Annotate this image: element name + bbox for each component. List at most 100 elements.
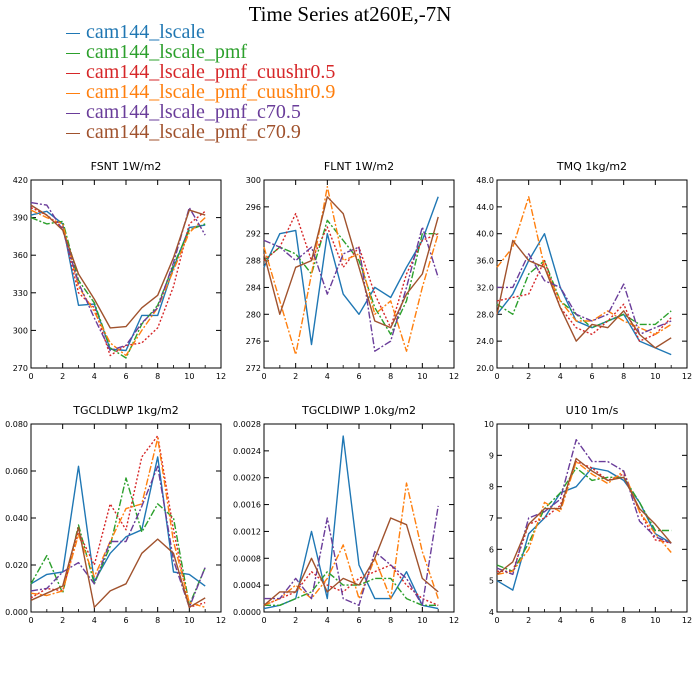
x-tick-label: 8 (621, 372, 626, 381)
series-line (496, 467, 672, 572)
series-line (30, 456, 206, 587)
y-tick-label: 0.0028 (233, 420, 261, 429)
y-tick-label: 28.0 (476, 310, 494, 319)
series-line (496, 232, 672, 356)
x-tick-label: 2 (293, 616, 298, 625)
y-tick-label: 270 (13, 364, 28, 373)
legend-swatch (66, 132, 80, 134)
y-tick-label: 4 (489, 608, 494, 617)
series-line (30, 201, 206, 352)
y-tick-label: 10 (484, 420, 494, 429)
x-tick-label: 6 (356, 616, 361, 625)
y-tick-label: 9 (489, 451, 494, 460)
series-line (496, 467, 672, 591)
x-tick-label: 6 (589, 616, 594, 625)
plot-frame (263, 179, 455, 369)
x-tick-label: 6 (123, 616, 128, 625)
series-line (497, 253, 672, 336)
x-tick-label: 12 (682, 616, 692, 625)
x-tick-label: 10 (184, 616, 194, 625)
series-line (30, 435, 206, 608)
y-tick-label: 0.020 (5, 561, 28, 570)
series-line (30, 209, 206, 357)
panel-title: U10 1m/s (566, 404, 619, 417)
legend-item-cam144-lscale-pmf: cam144_lscale_pmf (66, 42, 335, 62)
x-tick-label: 6 (589, 372, 594, 381)
y-tick-label: 300 (13, 326, 28, 335)
x-tick-label: 2 (60, 372, 65, 381)
y-tick-label: 5 (489, 577, 494, 586)
series-line (263, 482, 439, 606)
legend-item-c70-9: cam144_lscale_pmf_c70.9 (66, 122, 335, 142)
series-line (496, 239, 672, 349)
y-tick-label: 300 (246, 176, 261, 185)
y-tick-label: 0.0000 (233, 608, 261, 617)
series-line (263, 219, 439, 336)
x-tick-label: 2 (526, 616, 531, 625)
y-tick-label: 292 (246, 230, 261, 239)
x-tick-label: 4 (92, 616, 97, 625)
series-line (496, 196, 672, 336)
y-tick-label: 24.0 (476, 337, 494, 346)
legend: cam144_lscale cam144_lscale_pmf cam144_l… (66, 22, 335, 142)
y-tick-label: 40.0 (476, 230, 494, 239)
x-tick-label: 0 (494, 372, 499, 381)
x-tick-label: 4 (325, 372, 330, 381)
y-tick-label: 288 (246, 257, 261, 266)
plot-frame (30, 179, 222, 369)
y-tick-label: 0.0012 (233, 527, 261, 536)
y-tick-label: 0.040 (5, 514, 28, 523)
series-line (30, 437, 206, 608)
y-tick-label: 6 (489, 545, 494, 554)
legend-item-cam144-lscale: cam144_lscale (66, 22, 335, 42)
x-tick-label: 8 (155, 616, 160, 625)
series-line (30, 204, 206, 329)
legend-label: cam144_lscale_pmf (86, 41, 248, 63)
legend-swatch (66, 92, 80, 94)
figure-title: Time Series at260E,-7N (248, 2, 452, 26)
y-tick-label: 44.0 (476, 203, 494, 212)
y-tick-label: 390 (13, 214, 28, 223)
y-tick-label: 296 (246, 203, 261, 212)
series-line (263, 196, 439, 329)
x-tick-label: 4 (92, 372, 97, 381)
x-tick-label: 10 (417, 616, 427, 625)
y-tick-label: 36.0 (476, 257, 494, 266)
y-tick-label: 276 (246, 337, 261, 346)
x-tick-label: 0 (261, 372, 266, 381)
x-tick-label: 0 (261, 616, 266, 625)
series-line (263, 196, 439, 346)
x-tick-label: 2 (526, 372, 531, 381)
legend-label: cam144_lscale_pmf_c70.9 (86, 121, 301, 143)
panel-title: FSNT 1W/m2 (91, 160, 162, 173)
y-tick-label: 420 (13, 176, 28, 185)
y-tick-label: 330 (13, 289, 28, 298)
panel-title: TGCLDIWP 1.0kg/m2 (301, 404, 416, 417)
series-line (30, 210, 206, 352)
legend-label: cam144_lscale (86, 21, 205, 43)
y-tick-label: 0.0016 (233, 501, 261, 510)
y-tick-label: 272 (246, 364, 261, 373)
x-tick-label: 12 (216, 372, 226, 381)
legend-swatch (66, 52, 80, 54)
x-tick-label: 6 (356, 372, 361, 381)
x-tick-label: 10 (184, 372, 194, 381)
x-tick-label: 8 (155, 372, 160, 381)
x-tick-label: 10 (650, 616, 660, 625)
x-tick-label: 4 (325, 616, 330, 625)
x-tick-label: 8 (388, 372, 393, 381)
series-line (263, 212, 439, 329)
x-tick-label: 12 (682, 372, 692, 381)
series-line (30, 526, 206, 608)
series-line (496, 439, 672, 576)
y-tick-label: 284 (246, 283, 261, 292)
panel-title: TMQ 1kg/m2 (556, 160, 627, 173)
y-tick-label: 32.0 (476, 283, 494, 292)
series-line (263, 226, 439, 352)
x-tick-label: 4 (558, 372, 563, 381)
x-tick-label: 8 (388, 616, 393, 625)
series-line (496, 457, 672, 575)
legend-label: cam144_lscale_pmf_cuushr0.5 (86, 61, 336, 83)
x-tick-label: 6 (123, 372, 128, 381)
